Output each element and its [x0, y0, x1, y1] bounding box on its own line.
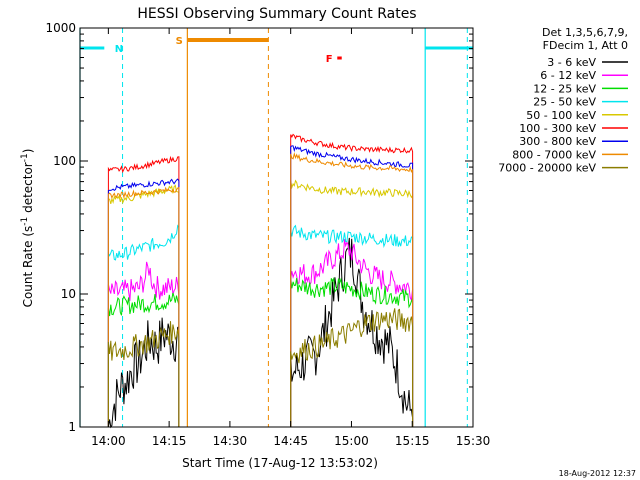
x-axis-ticks: 14:00 14:15 14:30 14:45 15:00 15:15 15:30	[91, 28, 490, 448]
plot-area: NSF 14:00 14:15 14:30 14:45 15:00 15:15 15:30 …	[45, 21, 490, 448]
annotation-layer: N S F	[79, 28, 473, 427]
series-4-segment-0	[107, 184, 180, 427]
x-tick-label-2: 14:30	[213, 434, 248, 448]
legend-label-2: 12 - 25 keV	[533, 82, 596, 95]
series-4-segment-1	[290, 179, 414, 427]
series-3-segment-1	[290, 224, 414, 427]
x-tick-label-0: 14:00	[91, 434, 126, 448]
legend-label-1: 6 - 12 keV	[540, 69, 596, 82]
x-tick-label-5: 15:15	[395, 434, 430, 448]
annotation-label-F: F	[326, 54, 333, 65]
y-tick-label-1: 10	[61, 287, 76, 301]
legend-label-5: 100 - 300 keV	[519, 122, 596, 135]
series-5-segment-0	[107, 155, 180, 427]
series-1-segment-1	[290, 239, 414, 427]
x-tick-label-3: 14:45	[273, 434, 308, 448]
x-tick-label-4: 15:00	[334, 434, 369, 448]
series-8-segment-0	[107, 321, 180, 427]
series-7-segment-0	[107, 186, 180, 427]
plot-frame	[79, 27, 474, 428]
y-tick-label-0: 1	[68, 420, 76, 434]
series-7-segment-1	[290, 152, 414, 427]
legend-header-line1: Det 1,3,5,6,7,9,	[542, 26, 628, 39]
x-tick-label-6: 15:30	[456, 434, 491, 448]
series-6-segment-1	[290, 145, 414, 427]
footer-timestamp: 18-Aug-2012 12:37	[559, 469, 636, 478]
y-axis-label: Count Rate (s-1 detector-1)	[20, 149, 35, 308]
series-8-segment-1	[290, 308, 414, 427]
series-1-segment-0	[107, 261, 180, 427]
annotation-label-S: S	[176, 36, 183, 47]
chart-title: HESSI Observing Summary Count Rates	[137, 6, 416, 22]
series-5-segment-1	[290, 133, 414, 427]
series-0-segment-1	[290, 237, 414, 427]
series-layer	[107, 133, 414, 429]
y-axis-ticks: 1 10 100 1000	[45, 21, 473, 434]
legend-label-3: 25 - 50 keV	[533, 96, 596, 109]
legend-label-7: 800 - 7000 keV	[512, 148, 596, 161]
legend-label-4: 50 - 100 keV	[526, 109, 596, 122]
y-tick-label-3: 1000	[45, 21, 76, 35]
x-tick-label-1: 14:15	[152, 434, 187, 448]
annotation-label-N: N	[115, 44, 123, 55]
series-0-segment-0	[107, 317, 180, 429]
series-2-segment-1	[290, 276, 414, 427]
legend-label-8: 7000 - 20000 keV	[498, 162, 596, 175]
legend-label-6: 300 - 800 keV	[519, 135, 596, 148]
series-3-segment-0	[107, 224, 180, 427]
legend: Det 1,3,5,6,7,9, FDecim 1, Att 0 3 - 6 k…	[498, 26, 628, 175]
x-axis-label: Start Time (17-Aug-12 13:53:02)	[182, 456, 378, 470]
legend-header-line2: FDecim 1, Att 0	[543, 39, 628, 52]
series-2-segment-0	[107, 292, 180, 427]
y-tick-label-2: 100	[53, 154, 76, 168]
legend-label-0: 3 - 6 keV	[547, 56, 596, 69]
series-6-segment-0	[107, 178, 180, 427]
